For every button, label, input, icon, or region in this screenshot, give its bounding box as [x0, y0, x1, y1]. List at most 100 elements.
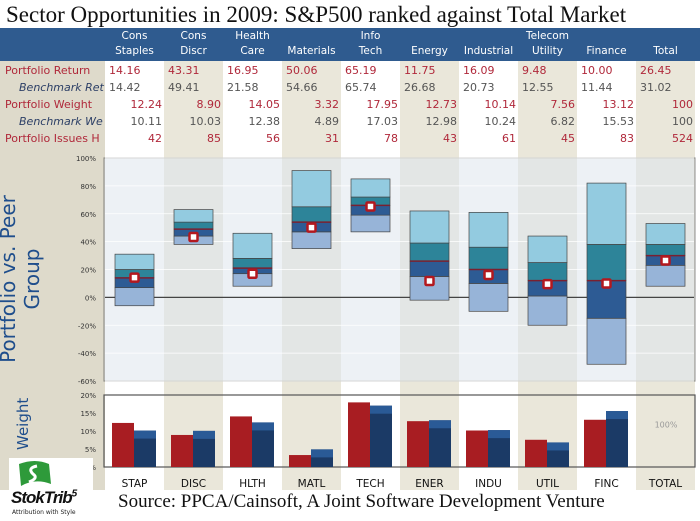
table-cell: 26.68 — [404, 81, 436, 94]
table-cell: 56 — [266, 132, 280, 145]
benchmark-weight-bar-top — [193, 430, 215, 439]
benchmark-weight-bar — [193, 430, 215, 467]
column-header-line: Info — [360, 30, 381, 42]
portfolio-weight-bar — [466, 430, 488, 467]
table-cell: 12.98 — [425, 115, 458, 128]
row-label: Benchmark Ret — [19, 81, 104, 94]
box-band — [468, 246, 509, 270]
portfolio-weight-bar — [230, 416, 252, 467]
table-cell: 3.32 — [314, 98, 340, 111]
benchmark-weight-bar — [488, 430, 510, 467]
table-cell: 4.89 — [314, 115, 340, 128]
benchmark-weight-bar-top — [429, 420, 451, 429]
column-header: Industrial — [459, 29, 518, 59]
y-tick-label: 40% — [80, 239, 96, 247]
portfolio-marker — [129, 272, 140, 283]
table-cell: 12.73 — [425, 98, 458, 111]
table-cell: 31 — [325, 132, 339, 145]
x-tick-label: TOTAL — [648, 478, 682, 490]
weight-y-tick-label: 5% — [85, 446, 96, 454]
portfolio-marker — [601, 278, 612, 289]
portfolio-marker — [188, 231, 199, 243]
table-cell: 14.42 — [109, 81, 141, 94]
box-band — [527, 235, 568, 263]
portfolio-marker — [247, 268, 258, 280]
column-header-line: Staples — [115, 45, 154, 57]
box-band — [586, 317, 627, 365]
x-tick-label: FINC — [594, 478, 618, 490]
portfolio-weight-bar — [584, 419, 606, 467]
box-band — [291, 206, 332, 223]
column-header-line: Total — [653, 45, 678, 57]
table-cell: 17.03 — [366, 115, 399, 128]
table-cell: 10.11 — [130, 115, 163, 128]
row-label: Portfolio Return — [5, 64, 91, 77]
stoktrib-logo: StokTrib5 Attribution with Style — [9, 458, 93, 520]
column-header: Cons Staples — [105, 29, 164, 59]
table-row: Portfolio Issues H 42 85 56 31 78 43 61 45 83 524 — [0, 130, 700, 147]
portfolio-weight-bar — [171, 434, 193, 467]
benchmark-weight-bar — [429, 420, 451, 467]
box-band — [291, 170, 332, 208]
box-band — [409, 242, 450, 262]
column-header: Health Care — [223, 29, 282, 59]
portfolio-marker — [306, 222, 317, 233]
table-cell: 85 — [207, 132, 221, 145]
box-band — [114, 253, 155, 270]
table-header: Cons Staples Cons Discr Health Care Materials… — [0, 28, 700, 61]
box-band — [350, 178, 391, 198]
column-header-line: Utility — [532, 45, 563, 57]
benchmark-weight-bar-top — [370, 405, 392, 414]
box-band — [645, 264, 686, 287]
table-cell: 31.02 — [640, 81, 672, 94]
column-header-line: Cons — [121, 30, 148, 42]
table-cell: 10.24 — [484, 115, 517, 128]
weight-y-tick-label: 10% — [80, 428, 96, 436]
table-cell: 11.75 — [404, 64, 436, 77]
column-header-line: Health — [235, 30, 270, 42]
table-cell: 65.19 — [345, 64, 377, 77]
portfolio-weight-bar — [525, 439, 547, 467]
portfolio-weight-bar — [407, 421, 429, 467]
box-band — [645, 223, 686, 245]
column-header-line: Materials — [287, 45, 336, 57]
table-cell: 54.66 — [286, 81, 318, 94]
box-band — [645, 244, 686, 256]
table-cell: 61 — [502, 132, 516, 145]
column-header-line: Discr — [180, 45, 207, 57]
x-tick-label: ENER — [415, 478, 443, 490]
x-tick-label: DISC — [181, 478, 206, 490]
table-cell: 43.31 — [168, 64, 200, 77]
benchmark-weight-bar-top — [488, 430, 510, 439]
benchmark-weight-bar-top — [134, 430, 156, 439]
benchmark-weight-bar — [606, 411, 628, 467]
benchmark-weight-bar-top — [311, 449, 333, 458]
box-band — [409, 260, 450, 277]
row-label: Benchmark We — [19, 115, 103, 128]
logo-brand: StokTrib5 — [11, 488, 77, 507]
column-header: Total — [636, 29, 695, 59]
table-cell: 10.03 — [189, 115, 222, 128]
table-cell: 9.48 — [522, 64, 547, 77]
benchmark-weight-bar — [134, 430, 156, 467]
portfolio-marker — [542, 278, 553, 290]
box-band — [173, 221, 214, 230]
column-header-line: Cons — [180, 30, 207, 42]
box-band — [468, 283, 509, 312]
weight-plot-area — [103, 394, 696, 468]
table-row: Portfolio Return 14.16 43.31 16.95 50.06 65.1… — [0, 62, 700, 79]
portfolio-weight-bar — [112, 422, 134, 467]
x-tick-label: MATL — [298, 478, 326, 490]
table-cell: 20.73 — [463, 81, 495, 94]
portfolio-marker — [424, 275, 435, 287]
table-cell: 12.24 — [130, 98, 163, 111]
table-cell: 49.41 — [168, 81, 200, 94]
column-header-line: Telecom — [526, 30, 569, 42]
table-cell: 17.95 — [366, 98, 399, 111]
table-cell: 16.09 — [463, 64, 495, 77]
total-weight-annotation: 100% — [655, 420, 678, 429]
column-header-line: Energy — [411, 45, 448, 57]
table-cell: 14.05 — [248, 98, 281, 111]
y-tick-label: 0% — [85, 294, 96, 302]
